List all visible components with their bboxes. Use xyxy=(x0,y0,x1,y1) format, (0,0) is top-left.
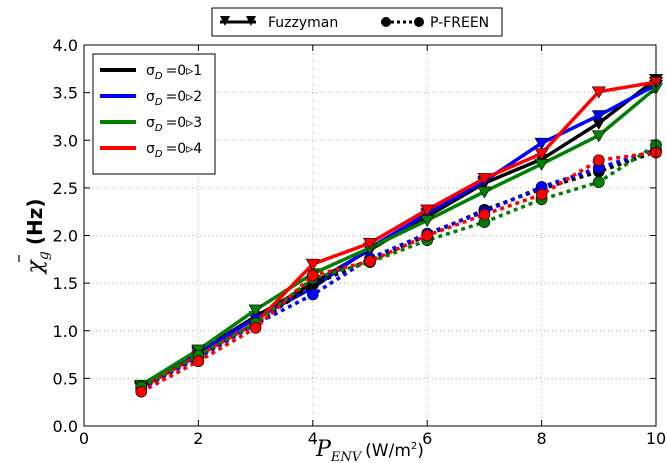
x-tick-label: 2 xyxy=(193,429,203,448)
data-point xyxy=(592,176,605,188)
inner-legend-entry: σD =0▹3 xyxy=(100,115,202,134)
data-point xyxy=(534,148,549,161)
y-tick-label: 4.0 xyxy=(53,36,78,55)
x-tick-label: 0 xyxy=(79,429,89,448)
top-legend-entry-pfreen: P-FREEN xyxy=(381,15,489,31)
y-tick-label: 3.0 xyxy=(53,131,78,150)
data-point xyxy=(420,204,435,217)
series-p-freen-sigma-0.1 xyxy=(135,145,662,394)
top-legend-entry-fuzzyman: Fuzzyman xyxy=(220,15,338,31)
x-tick-label: 8 xyxy=(537,429,547,448)
data-point xyxy=(591,130,606,143)
series-line xyxy=(140,83,657,389)
inner-legend-label: σD =0▹2 xyxy=(146,89,202,108)
y-tick-label: 1.5 xyxy=(53,274,78,293)
top-legend-label-fuzzyman: Fuzzyman xyxy=(268,15,338,31)
inner-legend-entry: σD =0▹2 xyxy=(100,89,202,108)
data-point xyxy=(592,154,605,167)
inner-legend: σD =0▹1 σD =0▹2 σD =0▹3 σD =0▹4 xyxy=(92,53,216,175)
data-point xyxy=(591,86,606,99)
series-line xyxy=(140,150,657,394)
series-p-freen-sigma-0.4 xyxy=(135,146,662,398)
data-point xyxy=(591,110,606,123)
y-tick-label: 1.0 xyxy=(53,322,78,341)
x-axis-label: PENV (W/m2) xyxy=(315,437,424,463)
data-point xyxy=(477,186,492,199)
y-tick-label: 2.0 xyxy=(53,227,78,246)
data-point xyxy=(534,137,549,150)
tick-group: 0 2 4 6 8 10 0.0 0.5 1.0 1.5 2.0 2.5 3.0 3.5 4.0 xyxy=(53,36,667,448)
data-point xyxy=(477,173,492,186)
data-point xyxy=(248,304,263,317)
data-point xyxy=(535,188,548,201)
data-point xyxy=(192,355,205,368)
data-point xyxy=(249,322,262,334)
data-point xyxy=(135,385,147,398)
series-line xyxy=(140,143,657,389)
series-line xyxy=(140,86,658,387)
data-point xyxy=(305,258,320,271)
y-tick-label: 2.5 xyxy=(53,179,78,198)
top-legend: Fuzzyman P-FREEN xyxy=(211,7,503,37)
data-point xyxy=(306,288,319,301)
data-point xyxy=(306,269,319,282)
top-legend-label-pfreen: P-FREEN xyxy=(430,15,489,31)
inner-legend-label: σD =0▹1 xyxy=(146,63,202,82)
data-point xyxy=(362,237,378,250)
triangle-down-icon xyxy=(246,16,256,26)
inner-legend-label: σD =0▹3 xyxy=(146,115,202,134)
x-tick-label: 6 xyxy=(422,429,432,448)
x-tick-label: 4 xyxy=(308,429,318,448)
inner-legend-label: σD =0▹4 xyxy=(146,141,202,160)
data-point xyxy=(478,208,491,221)
data-point xyxy=(421,229,434,242)
y-axis-label: χg(Hz) xyxy=(23,199,52,276)
x-tick-label: 10 xyxy=(646,429,666,448)
series-line xyxy=(140,150,657,390)
y-tick-label: 0.0 xyxy=(53,417,78,436)
series-p-freen-sigma-0.2 xyxy=(135,143,662,395)
inner-legend-entry: σD =0▹1 xyxy=(100,63,202,82)
series-line xyxy=(140,148,657,391)
circle-icon xyxy=(381,17,391,27)
circle-icon xyxy=(414,17,424,27)
data-point xyxy=(364,255,376,268)
y-tick-label: 3.5 xyxy=(53,84,78,103)
triangle-down-icon xyxy=(220,16,230,26)
inner-legend-entry: σD =0▹4 xyxy=(100,141,202,160)
y-tick-label: 0.5 xyxy=(53,369,78,388)
